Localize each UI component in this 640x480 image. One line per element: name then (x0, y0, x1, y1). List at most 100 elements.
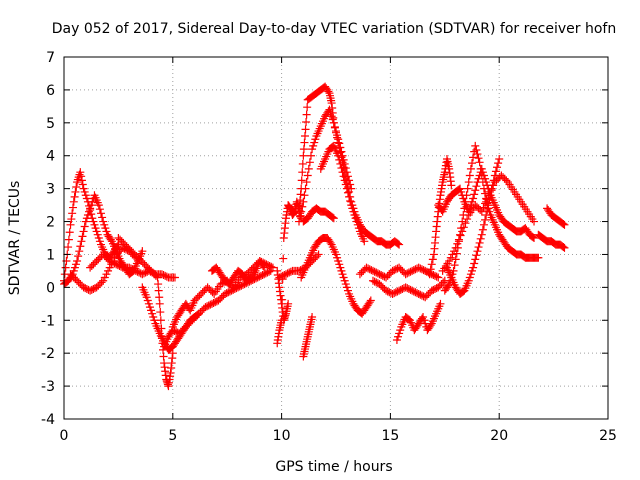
y-tick-label: 5 (46, 116, 55, 132)
data-point (298, 168, 307, 177)
data-point (66, 220, 75, 229)
data-point (470, 190, 479, 199)
x-tick-label: 10 (273, 428, 291, 444)
chart-title: Day 052 of 2017, Sidereal Day-to-day VTE… (52, 21, 616, 37)
data-point (156, 308, 165, 317)
data-point (469, 153, 478, 162)
data-point (155, 299, 164, 308)
data-point (72, 182, 81, 191)
data-point (68, 203, 77, 212)
data-point (426, 321, 435, 330)
data-point (92, 227, 101, 236)
y-tick-label: 6 (46, 83, 55, 99)
data-point (502, 176, 511, 185)
data-point (303, 171, 312, 180)
data-point (446, 253, 455, 262)
series-track-q (273, 266, 293, 325)
data-point (79, 184, 88, 193)
data-point (64, 235, 73, 244)
data-point (94, 201, 103, 210)
series-track-p (275, 250, 323, 282)
data-point (486, 191, 495, 200)
data-point (482, 197, 491, 206)
data-point (68, 209, 77, 218)
data-point (106, 235, 115, 244)
data-point (147, 306, 156, 315)
data-point (325, 105, 334, 114)
data-point (330, 123, 339, 132)
data-point (102, 227, 111, 236)
data-points (60, 82, 569, 391)
data-point (69, 197, 78, 206)
data-point (304, 164, 313, 173)
data-point (469, 194, 478, 203)
data-point (150, 316, 159, 325)
data-point (305, 158, 314, 167)
data-point (483, 201, 492, 210)
data-point (339, 273, 348, 282)
data-point (337, 266, 346, 275)
data-point (341, 280, 350, 289)
data-point (71, 260, 80, 269)
data-point (298, 202, 307, 211)
data-point (366, 296, 375, 305)
data-point (475, 158, 484, 167)
data-point (475, 238, 484, 247)
data-point (469, 263, 478, 272)
data-point (534, 253, 543, 262)
data-point (61, 263, 70, 272)
data-point (481, 215, 490, 224)
y-tick-label: -4 (41, 412, 55, 428)
data-point (472, 182, 481, 191)
data-point (88, 197, 97, 206)
data-point (97, 278, 106, 287)
data-point (420, 316, 429, 325)
data-point (75, 247, 84, 256)
data-point (78, 180, 87, 189)
data-point (267, 262, 276, 271)
data-point (101, 224, 110, 233)
data-point (468, 266, 476, 275)
data-point (466, 164, 475, 173)
data-point (338, 168, 347, 177)
data-point (489, 176, 498, 185)
data-point (479, 184, 488, 193)
data-point (309, 141, 318, 150)
data-point (302, 110, 311, 119)
data-point (456, 230, 465, 239)
plot-frame (63, 56, 609, 420)
x-tick-label: 5 (168, 428, 177, 444)
data-point (457, 224, 466, 233)
data-point (334, 138, 343, 147)
data-point (476, 234, 485, 243)
data-point (333, 133, 342, 142)
data-point (451, 255, 460, 264)
data-point (419, 312, 428, 321)
data-point (444, 281, 453, 290)
data-point (471, 186, 480, 195)
y-tick-labels: -4 -3 -2 -1 0 1 2 3 4 5 6 7 (41, 50, 55, 428)
data-point (345, 192, 354, 201)
data-point (306, 151, 315, 160)
data-point (465, 171, 474, 180)
data-point (308, 312, 317, 321)
data-point (312, 252, 321, 261)
data-point (301, 184, 310, 193)
data-point (105, 263, 114, 272)
y-tick-label: 0 (46, 280, 55, 296)
data-point (426, 265, 435, 274)
data-point (559, 243, 568, 252)
data-point (477, 230, 486, 239)
data-point (394, 332, 403, 341)
data-point (100, 273, 109, 282)
y-tick-label: -1 (41, 313, 55, 329)
data-point (488, 181, 497, 190)
data-point (495, 155, 504, 164)
data-point (337, 164, 346, 173)
data-point (457, 187, 466, 196)
y-tick-label: 4 (46, 149, 55, 165)
data-point (449, 266, 458, 275)
data-point (343, 286, 352, 295)
data-point (462, 191, 471, 200)
data-point (436, 299, 445, 308)
